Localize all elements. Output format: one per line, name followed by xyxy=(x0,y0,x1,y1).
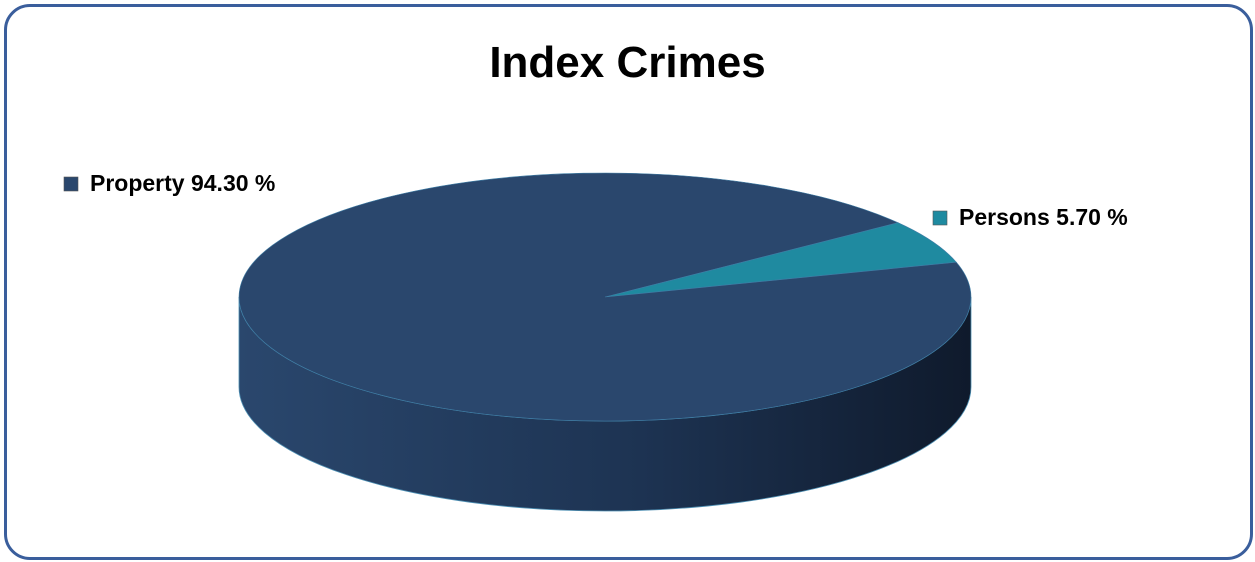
data-label-property: Property 94.30 % xyxy=(90,170,275,196)
pie-top xyxy=(238,172,972,422)
data-label-persons-key xyxy=(932,210,948,226)
chart-title: Index Crimes xyxy=(489,38,766,87)
pie-slice-persons xyxy=(604,222,957,298)
pie-slice-property xyxy=(238,172,972,422)
data-label-persons: Persons 5.70 % xyxy=(959,204,1128,230)
data-label-property-key xyxy=(63,176,79,192)
pie-labels: Property 94.30 % Persons 5.70 % xyxy=(63,170,1128,230)
